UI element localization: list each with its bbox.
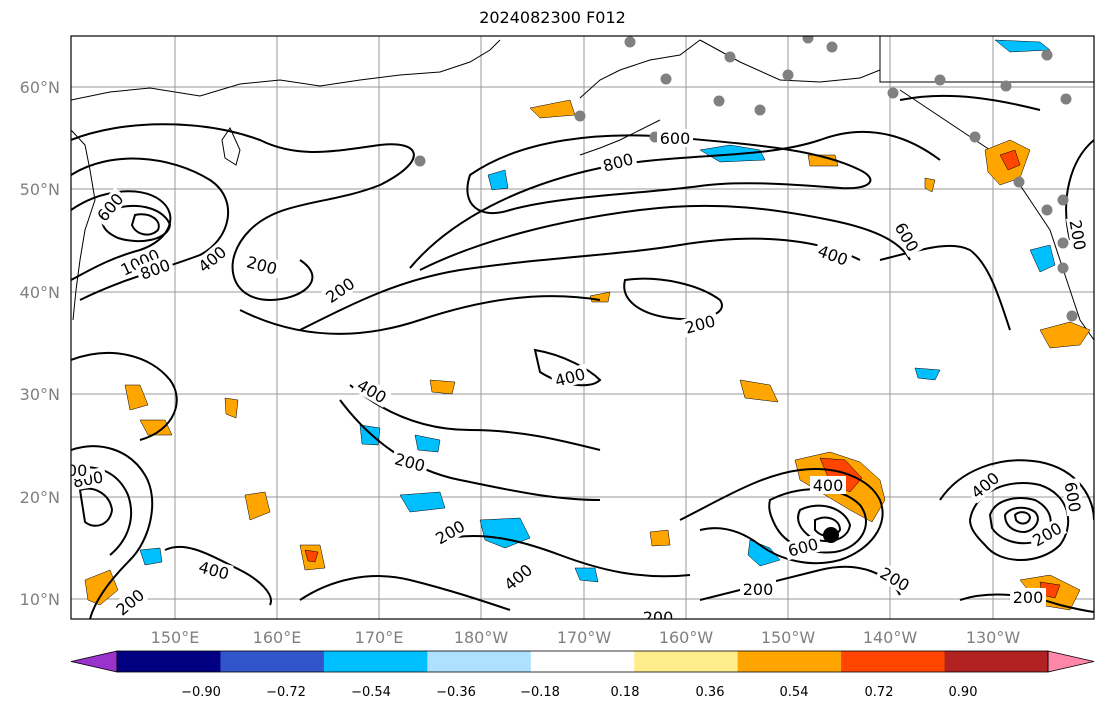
colorbar — [70, 650, 1095, 673]
contour-label-bg — [657, 129, 693, 147]
lat-label: 10°N — [20, 590, 60, 609]
contour-label: 400 — [813, 476, 844, 495]
contour-label: 600 — [660, 129, 691, 148]
colorbar-outline — [116, 650, 1049, 673]
contour-label-bg — [320, 272, 360, 308]
lon-label: 130°W — [966, 628, 1021, 647]
lat-label: 50°N — [20, 180, 60, 199]
contour-label-bg — [115, 244, 165, 280]
contour-label-bg — [640, 608, 676, 619]
contour-label: 200 — [1013, 588, 1044, 607]
contour-label-bg — [1066, 215, 1090, 255]
contour-label-bg — [135, 254, 175, 284]
colorbar-segment — [117, 651, 221, 672]
colorbar-tick-label: 0.36 — [696, 685, 725, 700]
storm-center-marker — [823, 527, 839, 543]
contour-label-bg — [110, 583, 150, 619]
contour-label-bg — [783, 533, 823, 561]
contour-label-bg — [890, 216, 924, 258]
map-frame — [70, 35, 1095, 620]
station-markers — [414, 36, 1078, 322]
contour-label-bg — [194, 556, 234, 584]
contour-label-bg — [1061, 477, 1085, 517]
contour-label: 600 — [57, 461, 88, 480]
contour-label-bg — [242, 251, 282, 279]
contour-label-bg — [810, 476, 846, 494]
lon-label: 180°W — [454, 628, 509, 647]
contour-label-bg — [740, 580, 776, 598]
lon-label: 160°W — [659, 628, 714, 647]
contour-label-bg — [192, 240, 232, 278]
latitude-labels: 60°N 50°N 40°N 30°N 20°N 10°N — [20, 78, 60, 609]
lon-label: 160°E — [253, 628, 302, 647]
contour-label-bg — [598, 148, 638, 176]
contour-label-bg — [1010, 588, 1046, 606]
colorbar-segment — [737, 651, 842, 672]
contour-label-bg — [680, 310, 720, 338]
contour-label-bg — [390, 448, 430, 476]
lon-label: 170°E — [355, 628, 404, 647]
lon-label: 150°E — [151, 628, 200, 647]
contour-label-bg — [71, 461, 90, 479]
lon-label: 170°W — [557, 628, 612, 647]
colorbar-segment — [944, 651, 1049, 672]
colorbar-tick-labels: −0.90 −0.72 −0.54 −0.36 −0.18 0.18 0.36 … — [181, 685, 977, 700]
map-title: 2024082300 F012 — [479, 8, 626, 27]
colorbar-tick-label: 0.54 — [780, 685, 809, 700]
lat-label: 40°N — [20, 283, 60, 302]
contour-label-bg — [351, 374, 393, 408]
colorbar-tick-label: 0.72 — [865, 685, 894, 700]
contour-label-bg — [498, 558, 538, 596]
colorbar-tick-label: −0.36 — [436, 685, 476, 700]
colorbar-segment — [427, 651, 532, 672]
contour-label-bg — [965, 466, 1005, 504]
map-panel — [71, 36, 1094, 619]
colorbar-segment — [841, 651, 946, 672]
colorbar-segment — [634, 651, 739, 672]
longitude-labels: 150°E 160°E 170°E 180°W 170°W 160°W 150°… — [151, 628, 1021, 647]
lat-label: 60°N — [20, 78, 60, 97]
colorbar-tick-label: −0.18 — [520, 685, 560, 700]
colorbar-tick-label: 0.90 — [949, 685, 978, 700]
colorbar-tick-label: −0.72 — [266, 685, 306, 700]
colorbar-tick-label: 0.18 — [611, 685, 640, 700]
contour-label-bg — [91, 187, 129, 227]
lat-label: 20°N — [20, 488, 60, 507]
contour-label-bg — [1026, 517, 1068, 551]
contour-label: 200 — [743, 580, 774, 599]
colorbar-segment — [530, 651, 635, 672]
contour-label-bg — [550, 363, 590, 391]
contour-label-bg — [874, 562, 916, 596]
contour-label: 200 — [643, 608, 674, 627]
colorbar-tick-label: −0.90 — [181, 685, 221, 700]
lon-label: 150°W — [761, 628, 816, 647]
colorbar-extend-low — [70, 650, 118, 673]
contour-label-bg — [813, 240, 853, 270]
lat-label: 30°N — [20, 385, 60, 404]
colorbar-segment — [220, 651, 325, 672]
colorbar-tick-label: −0.54 — [351, 685, 391, 700]
lon-label: 140°W — [863, 628, 918, 647]
coastlines — [71, 36, 1094, 341]
contour-label-bg — [429, 515, 471, 549]
colorbar-segment — [323, 651, 428, 672]
colorbar-extend-high — [1047, 650, 1095, 673]
